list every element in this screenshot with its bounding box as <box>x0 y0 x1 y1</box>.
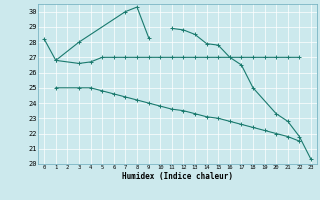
X-axis label: Humidex (Indice chaleur): Humidex (Indice chaleur) <box>122 172 233 181</box>
